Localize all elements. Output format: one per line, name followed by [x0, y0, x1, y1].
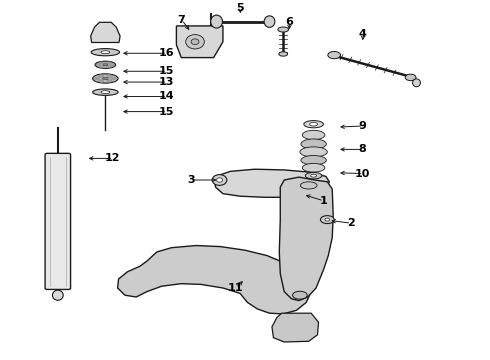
Ellipse shape	[98, 80, 104, 82]
Text: 16: 16	[159, 48, 174, 58]
Ellipse shape	[302, 130, 325, 140]
Ellipse shape	[106, 62, 111, 64]
Text: 15: 15	[159, 66, 174, 76]
Ellipse shape	[186, 35, 204, 49]
Ellipse shape	[302, 163, 325, 172]
Text: 6: 6	[285, 17, 293, 27]
Ellipse shape	[413, 79, 420, 87]
Ellipse shape	[191, 39, 199, 45]
Ellipse shape	[93, 74, 118, 83]
Ellipse shape	[103, 64, 108, 66]
Text: 9: 9	[359, 121, 367, 131]
Ellipse shape	[96, 64, 101, 66]
Text: 13: 13	[159, 77, 174, 87]
Polygon shape	[91, 22, 120, 42]
Ellipse shape	[311, 174, 317, 177]
Ellipse shape	[293, 291, 307, 299]
Ellipse shape	[95, 61, 116, 68]
Text: 8: 8	[359, 144, 367, 154]
Ellipse shape	[101, 51, 110, 54]
Ellipse shape	[93, 89, 118, 95]
Ellipse shape	[99, 62, 104, 64]
Ellipse shape	[217, 178, 222, 182]
Ellipse shape	[264, 16, 275, 27]
Text: 10: 10	[355, 168, 370, 179]
Ellipse shape	[300, 182, 317, 189]
Ellipse shape	[320, 216, 334, 224]
Polygon shape	[118, 246, 311, 314]
Ellipse shape	[106, 66, 111, 68]
Ellipse shape	[301, 156, 326, 165]
Ellipse shape	[99, 66, 104, 68]
Ellipse shape	[111, 77, 117, 80]
Text: 4: 4	[359, 29, 367, 39]
Ellipse shape	[405, 74, 416, 81]
FancyBboxPatch shape	[45, 153, 71, 289]
Text: 7: 7	[177, 15, 185, 25]
Polygon shape	[215, 169, 329, 197]
Ellipse shape	[278, 27, 289, 32]
Ellipse shape	[98, 75, 104, 77]
Text: 2: 2	[347, 218, 355, 228]
Ellipse shape	[304, 121, 323, 128]
Ellipse shape	[300, 147, 327, 157]
Ellipse shape	[325, 218, 330, 221]
Ellipse shape	[301, 139, 326, 149]
Ellipse shape	[110, 64, 115, 66]
Ellipse shape	[102, 77, 108, 80]
Ellipse shape	[91, 49, 120, 56]
Ellipse shape	[328, 51, 341, 59]
Ellipse shape	[101, 91, 110, 94]
Text: 14: 14	[159, 91, 174, 102]
Polygon shape	[176, 26, 223, 58]
Text: 1: 1	[319, 196, 327, 206]
Text: 12: 12	[105, 153, 121, 163]
Ellipse shape	[107, 80, 113, 82]
Ellipse shape	[310, 122, 318, 126]
Text: 5: 5	[236, 3, 244, 13]
Text: 3: 3	[187, 175, 195, 185]
Text: 15: 15	[159, 107, 174, 117]
Ellipse shape	[52, 290, 63, 300]
Ellipse shape	[212, 175, 227, 185]
Ellipse shape	[305, 172, 322, 179]
Ellipse shape	[107, 75, 113, 77]
Ellipse shape	[211, 15, 222, 28]
Polygon shape	[272, 313, 319, 342]
Polygon shape	[279, 177, 333, 301]
Ellipse shape	[94, 77, 100, 80]
Ellipse shape	[279, 52, 288, 56]
Text: 11: 11	[227, 283, 243, 293]
